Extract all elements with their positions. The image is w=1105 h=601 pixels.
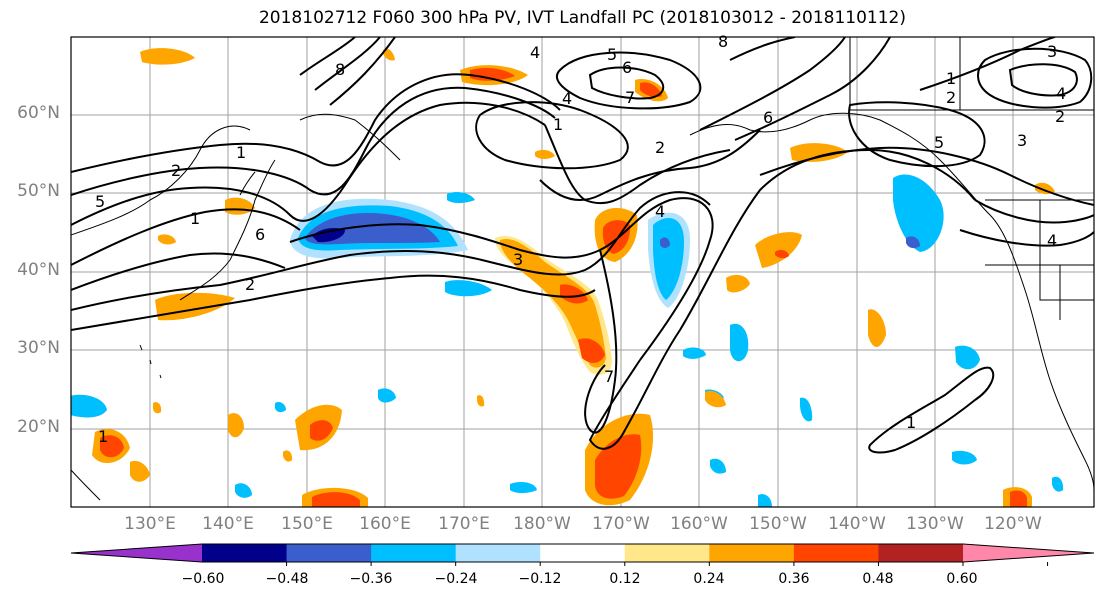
colorbar-tick-label: −0.48: [265, 571, 309, 587]
contour-label: 6: [763, 108, 773, 127]
contour-label: 6: [622, 58, 632, 77]
lat-label: 60°N: [17, 103, 60, 123]
contour-label: 4: [530, 43, 540, 62]
lon-label: 130°W: [906, 514, 964, 534]
contour-label: 1: [946, 69, 956, 88]
lon-label: 140°E: [202, 514, 254, 534]
contour-label: 5: [934, 133, 944, 152]
contour-label: 1: [906, 413, 916, 432]
lon-label: 160°E: [359, 514, 411, 534]
lat-label: 40°N: [17, 260, 60, 280]
contour-label: 3: [1047, 42, 1057, 61]
colorbar-segment: [793, 544, 879, 562]
lon-label: 170°W: [592, 514, 650, 534]
colorbar-segment: [371, 544, 457, 562]
contour-label: 4: [1056, 84, 1066, 103]
lon-label: 120°W: [984, 514, 1042, 534]
map-frame: [70, 36, 1095, 508]
contour-label: 3: [513, 250, 523, 269]
lat-label: 30°N: [17, 338, 60, 358]
contour-label: 7: [625, 88, 635, 107]
contour-label: 2: [946, 88, 956, 107]
lon-label: 170°E: [438, 514, 490, 534]
colorbar-segment: [540, 544, 626, 562]
colorbar: [70, 543, 1095, 566]
colorbar-segment: [202, 544, 288, 562]
contour-label: 1: [236, 143, 246, 162]
colorbar-tick-label: 0.60: [946, 571, 978, 587]
contour-label: 2: [655, 138, 665, 157]
lat-label: 50°N: [17, 181, 60, 201]
contour-label: 4: [1047, 231, 1057, 250]
contour-label: 4: [655, 202, 665, 221]
colorbar-extend-low: [71, 544, 202, 562]
colorbar-tick-label: 0.48: [862, 571, 894, 587]
colorbar-tick-label: −0.36: [349, 571, 393, 587]
chart-title: 2018102712 F060 300 hPa PV, IVT Landfall…: [258, 8, 906, 28]
contour-label: 8: [335, 60, 345, 79]
contour-label: 1: [190, 209, 200, 228]
lon-label: 160°W: [670, 514, 728, 534]
contour-label: 4: [562, 89, 572, 108]
contour-label: 3: [1017, 131, 1027, 150]
lon-label: 150°E: [281, 514, 333, 534]
lon-label: 180°W: [513, 514, 571, 534]
negative-pv-shading: [71, 174, 1064, 507]
colorbar-segment: [455, 544, 541, 562]
lat-label: 20°N: [17, 417, 60, 437]
lon-label: 150°W: [749, 514, 807, 534]
colorbar-tick-label: 0.12: [609, 571, 641, 587]
colorbar-segment: [709, 544, 795, 562]
contour-label: 1: [553, 115, 563, 134]
contour-label: 2: [1055, 107, 1065, 126]
colorbar-tick-label: 0.36: [778, 571, 810, 587]
contour-label: 1: [98, 427, 108, 446]
colorbar-tick-label: −0.24: [434, 571, 478, 587]
contour-label: 5: [607, 45, 617, 64]
colorbar-tick-label: 0.24: [693, 571, 725, 587]
contour-label: 5: [95, 192, 105, 211]
lon-label: 140°W: [828, 514, 886, 534]
colorbar-extend-high: [963, 544, 1094, 562]
pv-contours: [71, 37, 1094, 454]
colorbar-tick-label: −0.60: [181, 571, 225, 587]
contour-label: 7: [604, 367, 614, 386]
colorbar-segment: [286, 544, 372, 562]
colorbar-tick-label: −0.12: [518, 571, 562, 587]
colorbar-outline: [70, 543, 1095, 563]
colorbar-segment: [624, 544, 710, 562]
contour-label: 6: [255, 225, 265, 244]
contour-label: 8: [718, 32, 728, 51]
lon-label: 130°E: [124, 514, 176, 534]
colorbar-segment: [878, 544, 964, 562]
coastlines: [71, 37, 1094, 501]
contour-label: 2: [245, 275, 255, 294]
contour-labels: 4 5 6 7 4 2 1 2 1 5 2 1 6 8 8 6 4 3 1 2 …: [95, 32, 1066, 446]
contour-label: 2: [171, 161, 181, 180]
